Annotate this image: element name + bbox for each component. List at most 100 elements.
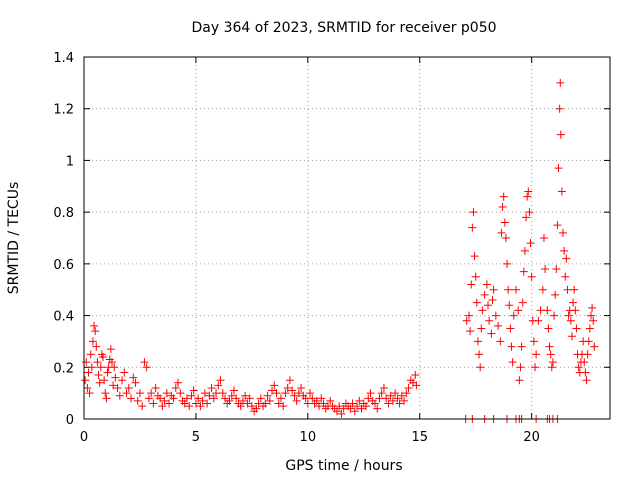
data-point (212, 389, 221, 398)
data-point (276, 394, 285, 403)
data-point (373, 404, 382, 413)
data-point (484, 301, 493, 310)
data-point (556, 78, 565, 87)
data-point (115, 391, 124, 400)
data-point (551, 290, 560, 299)
y-tick-label: 1.2 (53, 103, 74, 118)
data-point (131, 378, 140, 387)
data-point (227, 391, 236, 400)
data-point (149, 399, 158, 408)
data-point (169, 394, 178, 403)
data-point (476, 363, 485, 372)
data-point (566, 316, 575, 325)
data-point (261, 399, 270, 408)
data-point (326, 396, 335, 405)
data-points (81, 78, 599, 423)
data-point (109, 381, 118, 390)
data-point (475, 350, 484, 359)
data-point (524, 187, 533, 196)
data-point (370, 399, 379, 408)
data-point (412, 381, 421, 390)
data-point (464, 311, 473, 320)
data-point (189, 386, 198, 395)
y-tick-label: 0.6 (53, 258, 74, 273)
data-point (494, 321, 503, 330)
data-point (473, 337, 482, 346)
data-point (265, 396, 274, 405)
data-point (570, 285, 579, 294)
data-point (96, 363, 105, 372)
data-point (91, 327, 100, 336)
data-point (572, 324, 581, 333)
data-point (207, 383, 216, 392)
data-point (554, 164, 563, 173)
x-axis-title: GPS time / hours (285, 458, 402, 474)
y-tick-label: 0.2 (53, 361, 74, 376)
data-point (103, 368, 112, 377)
data-point (550, 311, 559, 320)
data-point (214, 381, 223, 390)
data-point (520, 246, 529, 255)
data-point (562, 254, 571, 263)
data-point (256, 394, 265, 403)
data-point (254, 399, 263, 408)
data-point (138, 402, 147, 411)
data-point (584, 337, 593, 346)
data-point (561, 272, 570, 281)
data-point (198, 396, 207, 405)
data-point (382, 394, 391, 403)
data-point (241, 391, 250, 400)
data-point (229, 386, 238, 395)
data-point (332, 407, 341, 416)
data-point (127, 394, 136, 403)
data-point (101, 389, 110, 398)
data-point (174, 378, 183, 387)
data-point (541, 265, 550, 274)
data-point (411, 371, 420, 380)
data-point (160, 396, 169, 405)
data-point (472, 298, 481, 307)
data-point (203, 399, 212, 408)
data-point (497, 228, 506, 237)
data-point (482, 280, 491, 289)
data-point (83, 383, 92, 392)
x-tick-label: 15 (411, 430, 428, 445)
data-point (82, 358, 91, 367)
data-point (580, 358, 589, 367)
data-point (489, 285, 498, 294)
data-point (553, 221, 562, 230)
data-point (397, 391, 406, 400)
data-point (290, 391, 299, 400)
data-point (317, 394, 326, 403)
data-point (288, 386, 297, 395)
data-point (491, 311, 500, 320)
data-point (507, 342, 516, 351)
y-tick-label: 0.8 (53, 206, 74, 221)
data-point (133, 396, 142, 405)
data-point (124, 383, 133, 392)
data-point (506, 324, 515, 333)
data-point (400, 396, 409, 405)
data-point (102, 394, 111, 403)
data-point (319, 399, 328, 408)
data-point (581, 368, 590, 377)
data-point (144, 394, 153, 403)
data-point (544, 324, 553, 333)
data-point (315, 402, 324, 411)
data-point (312, 396, 321, 405)
data-point (158, 402, 167, 411)
data-point (379, 383, 388, 392)
data-point (94, 371, 103, 380)
data-point (526, 239, 535, 248)
data-point (90, 321, 99, 330)
data-point (532, 350, 541, 359)
data-point (232, 394, 241, 403)
data-point (245, 394, 254, 403)
data-point (353, 402, 362, 411)
data-point (218, 389, 227, 398)
data-point (388, 396, 397, 405)
data-point (509, 311, 518, 320)
data-point (236, 402, 245, 411)
y-axis-title: SRMTID / TECUs (6, 182, 22, 295)
data-point (247, 402, 256, 411)
